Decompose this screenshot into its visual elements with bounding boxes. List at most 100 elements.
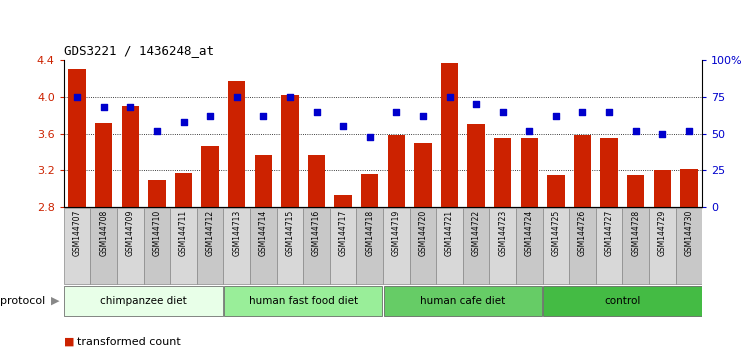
Text: ■: ■ bbox=[64, 337, 74, 347]
Point bbox=[337, 124, 349, 129]
Point bbox=[310, 109, 322, 114]
Bar bbox=[201, 145, 219, 207]
Bar bbox=[65, 286, 223, 315]
Text: human cafe diet: human cafe diet bbox=[420, 296, 505, 306]
Text: GSM144720: GSM144720 bbox=[418, 210, 427, 256]
Bar bbox=[175, 173, 192, 207]
Bar bbox=[680, 169, 698, 207]
Bar bbox=[357, 208, 383, 284]
Bar bbox=[224, 208, 250, 284]
Point bbox=[470, 102, 482, 107]
Point bbox=[98, 104, 110, 110]
Text: GSM144730: GSM144730 bbox=[684, 210, 693, 256]
Text: GSM144726: GSM144726 bbox=[578, 210, 587, 256]
Text: protocol: protocol bbox=[0, 296, 45, 306]
Text: chimpanzee diet: chimpanzee diet bbox=[100, 296, 187, 306]
Text: GSM144722: GSM144722 bbox=[472, 210, 481, 256]
Text: GSM144723: GSM144723 bbox=[498, 210, 507, 256]
Text: GSM144714: GSM144714 bbox=[259, 210, 268, 256]
Bar bbox=[228, 81, 246, 207]
Bar bbox=[303, 208, 330, 284]
Bar bbox=[520, 138, 538, 207]
Text: GSM144708: GSM144708 bbox=[99, 210, 108, 256]
Text: GSM144728: GSM144728 bbox=[631, 210, 640, 256]
Bar bbox=[601, 138, 618, 207]
Bar bbox=[463, 208, 490, 284]
Point bbox=[258, 113, 270, 119]
Bar bbox=[388, 136, 405, 207]
Bar bbox=[574, 136, 591, 207]
Bar bbox=[255, 155, 272, 207]
Point bbox=[629, 128, 641, 133]
Point bbox=[363, 134, 376, 139]
Bar bbox=[282, 95, 299, 207]
Bar bbox=[649, 208, 676, 284]
Bar bbox=[653, 170, 671, 207]
Bar bbox=[330, 208, 357, 284]
Text: GSM144717: GSM144717 bbox=[339, 210, 348, 256]
Point bbox=[204, 113, 216, 119]
Point bbox=[151, 128, 163, 133]
Bar bbox=[250, 208, 276, 284]
Point bbox=[496, 109, 508, 114]
Bar bbox=[64, 208, 90, 284]
Point bbox=[656, 131, 668, 137]
Bar bbox=[623, 208, 649, 284]
Text: ▶: ▶ bbox=[50, 296, 59, 306]
Point bbox=[71, 94, 83, 100]
Point bbox=[550, 113, 562, 119]
Point bbox=[177, 119, 189, 125]
Text: GSM144721: GSM144721 bbox=[445, 210, 454, 256]
Bar bbox=[224, 286, 382, 315]
Text: GSM144711: GSM144711 bbox=[179, 210, 188, 256]
Bar bbox=[467, 125, 484, 207]
Text: GSM144727: GSM144727 bbox=[605, 210, 614, 256]
Bar bbox=[627, 175, 644, 207]
Point bbox=[125, 104, 137, 110]
Bar bbox=[436, 208, 463, 284]
Text: GSM144718: GSM144718 bbox=[365, 210, 374, 256]
Bar bbox=[90, 208, 117, 284]
Bar bbox=[276, 208, 303, 284]
Point bbox=[284, 94, 296, 100]
Bar bbox=[148, 179, 165, 207]
Bar bbox=[122, 106, 139, 207]
Point bbox=[577, 109, 589, 114]
Point bbox=[683, 128, 695, 133]
Bar bbox=[95, 122, 113, 207]
Text: GSM144709: GSM144709 bbox=[126, 210, 135, 256]
Bar bbox=[334, 195, 351, 207]
Point bbox=[417, 113, 429, 119]
Bar bbox=[383, 208, 409, 284]
Bar bbox=[170, 208, 197, 284]
Text: human fast food diet: human fast food diet bbox=[249, 296, 357, 306]
Point bbox=[391, 109, 403, 114]
Bar bbox=[384, 286, 542, 315]
Bar bbox=[547, 175, 565, 207]
Bar bbox=[143, 208, 170, 284]
Bar bbox=[494, 138, 511, 207]
Bar bbox=[543, 286, 701, 315]
Point bbox=[523, 128, 535, 133]
Text: GSM144729: GSM144729 bbox=[658, 210, 667, 256]
Text: GSM144724: GSM144724 bbox=[525, 210, 534, 256]
Point bbox=[231, 94, 243, 100]
Text: control: control bbox=[605, 296, 641, 306]
Text: GSM144715: GSM144715 bbox=[285, 210, 294, 256]
Bar bbox=[197, 208, 224, 284]
Bar bbox=[409, 208, 436, 284]
Text: GSM144716: GSM144716 bbox=[312, 210, 321, 256]
Bar bbox=[596, 208, 623, 284]
Point bbox=[603, 109, 615, 114]
Text: GSM144713: GSM144713 bbox=[232, 210, 241, 256]
Text: transformed count: transformed count bbox=[77, 337, 181, 347]
Bar bbox=[68, 69, 86, 207]
Text: GSM144710: GSM144710 bbox=[152, 210, 161, 256]
Bar bbox=[117, 208, 143, 284]
Bar bbox=[415, 143, 432, 207]
Bar bbox=[490, 208, 516, 284]
Text: GSM144712: GSM144712 bbox=[206, 210, 215, 256]
Bar bbox=[676, 208, 702, 284]
Bar bbox=[516, 208, 543, 284]
Bar bbox=[542, 208, 569, 284]
